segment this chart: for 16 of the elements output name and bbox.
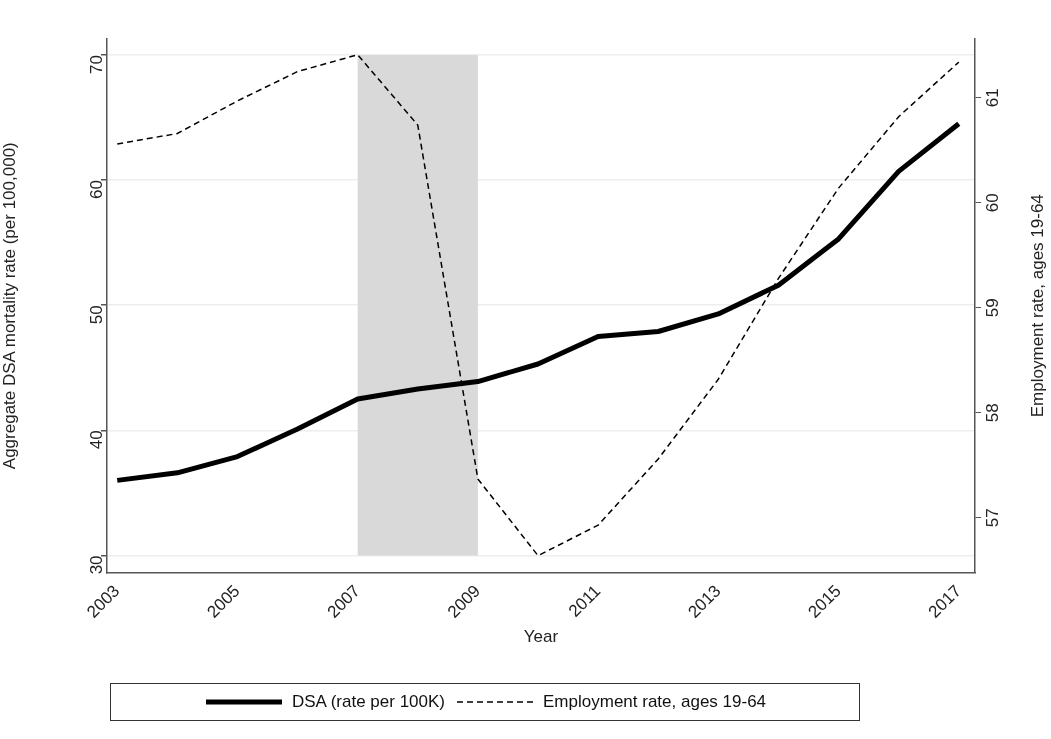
legend-label: Employment rate, ages 19-64 — [543, 692, 767, 712]
y-tick-label: 70 — [86, 55, 106, 74]
y2-tick-label: 57 — [983, 508, 1003, 528]
y2-tick-label: 58 — [983, 403, 1003, 423]
y2-axis-title: Employment rate, ages 19-64 — [1028, 194, 1048, 418]
y-tick-label: 30 — [86, 555, 106, 575]
line-series — [116, 54, 960, 557]
y-tick-label: 40 — [86, 430, 106, 450]
y2-tick-label: 59 — [983, 298, 1003, 318]
x-axis-title: Year — [523, 627, 559, 647]
y-tick-label: 60 — [86, 180, 106, 200]
y-axis-title: Aggregate DSA mortality rate (per 100,000) — [0, 142, 19, 470]
y2-tick-label: 60 — [983, 193, 1003, 213]
y2-tick-label: 61 — [983, 88, 1003, 108]
legend-label: DSA (rate per 100K) — [291, 692, 446, 712]
y-tick-label: 50 — [86, 305, 106, 325]
